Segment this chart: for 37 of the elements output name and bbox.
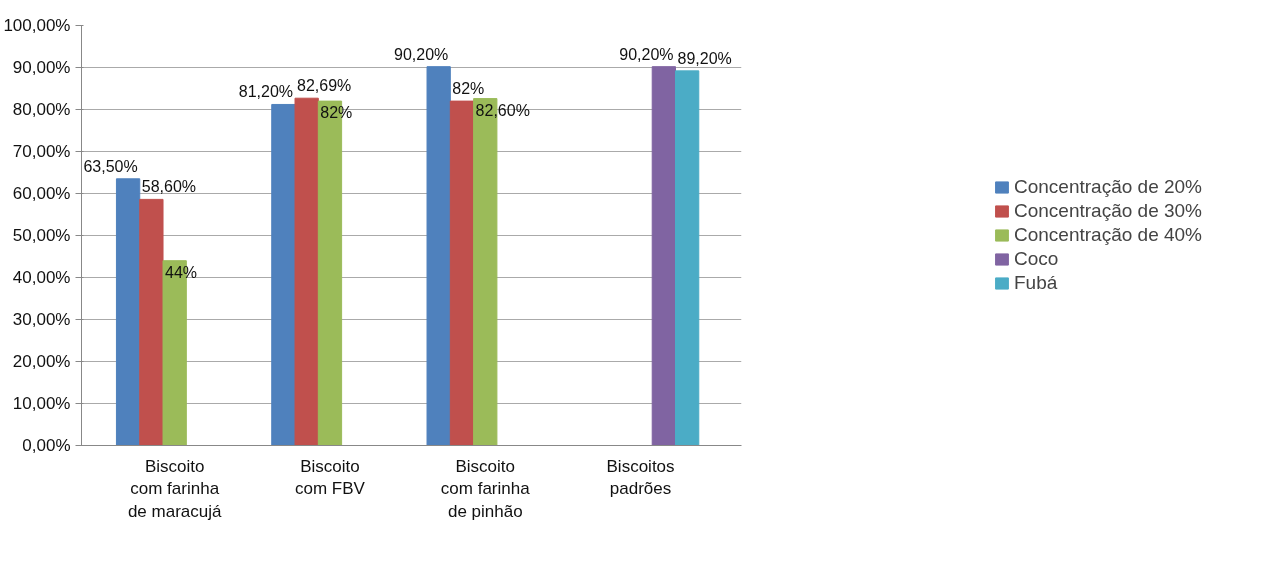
y-tick-label: 80,00% xyxy=(12,100,71,119)
data-label: 90,20% xyxy=(619,45,674,63)
bar xyxy=(271,103,296,446)
y-tick-label: 90,00% xyxy=(12,58,71,77)
x-tick-label: Biscoito com farinha de maracujá xyxy=(127,456,222,522)
y-tick-label: 0,00% xyxy=(22,436,71,455)
y-tick-label: 60,00% xyxy=(12,184,71,203)
bar xyxy=(426,66,451,446)
y-tick-label: 10,00% xyxy=(12,394,71,413)
y-tick-label: 30,00% xyxy=(12,310,71,329)
x-tick-label: Biscoito com FBV xyxy=(295,456,366,499)
bar xyxy=(294,97,319,446)
bar xyxy=(651,66,676,446)
legend-label: Concentração de 20% xyxy=(1013,176,1203,198)
y-tick-label: 100,00% xyxy=(3,16,71,35)
data-label: 82,69% xyxy=(297,77,352,95)
x-tick-label: Biscoito com farinha de pinhão xyxy=(440,456,531,522)
legend-label: Concentração de 40% xyxy=(1013,224,1203,246)
legend-label: Concentração de 30% xyxy=(1013,200,1203,222)
y-tick-label: 50,00% xyxy=(12,226,71,245)
bar xyxy=(139,198,164,446)
data-label: 58,60% xyxy=(141,178,196,196)
y-tick-label: 40,00% xyxy=(12,268,71,287)
data-label: 82% xyxy=(452,80,485,98)
bar xyxy=(115,178,141,446)
bar xyxy=(449,100,475,446)
y-tick-label: 20,00% xyxy=(12,352,71,371)
data-label: 82% xyxy=(320,104,353,122)
x-tick-label: Biscoitos padrões xyxy=(606,456,675,499)
bar xyxy=(675,70,700,446)
y-tick-label: 70,00% xyxy=(12,142,71,161)
data-label: 90,20% xyxy=(394,45,449,63)
data-label: 63,50% xyxy=(83,157,138,175)
legend-label: Coco xyxy=(1013,248,1059,270)
legend-label: Fubá xyxy=(1013,272,1058,294)
data-label: 81,20% xyxy=(238,83,294,101)
data-label: 89,20% xyxy=(677,49,732,67)
